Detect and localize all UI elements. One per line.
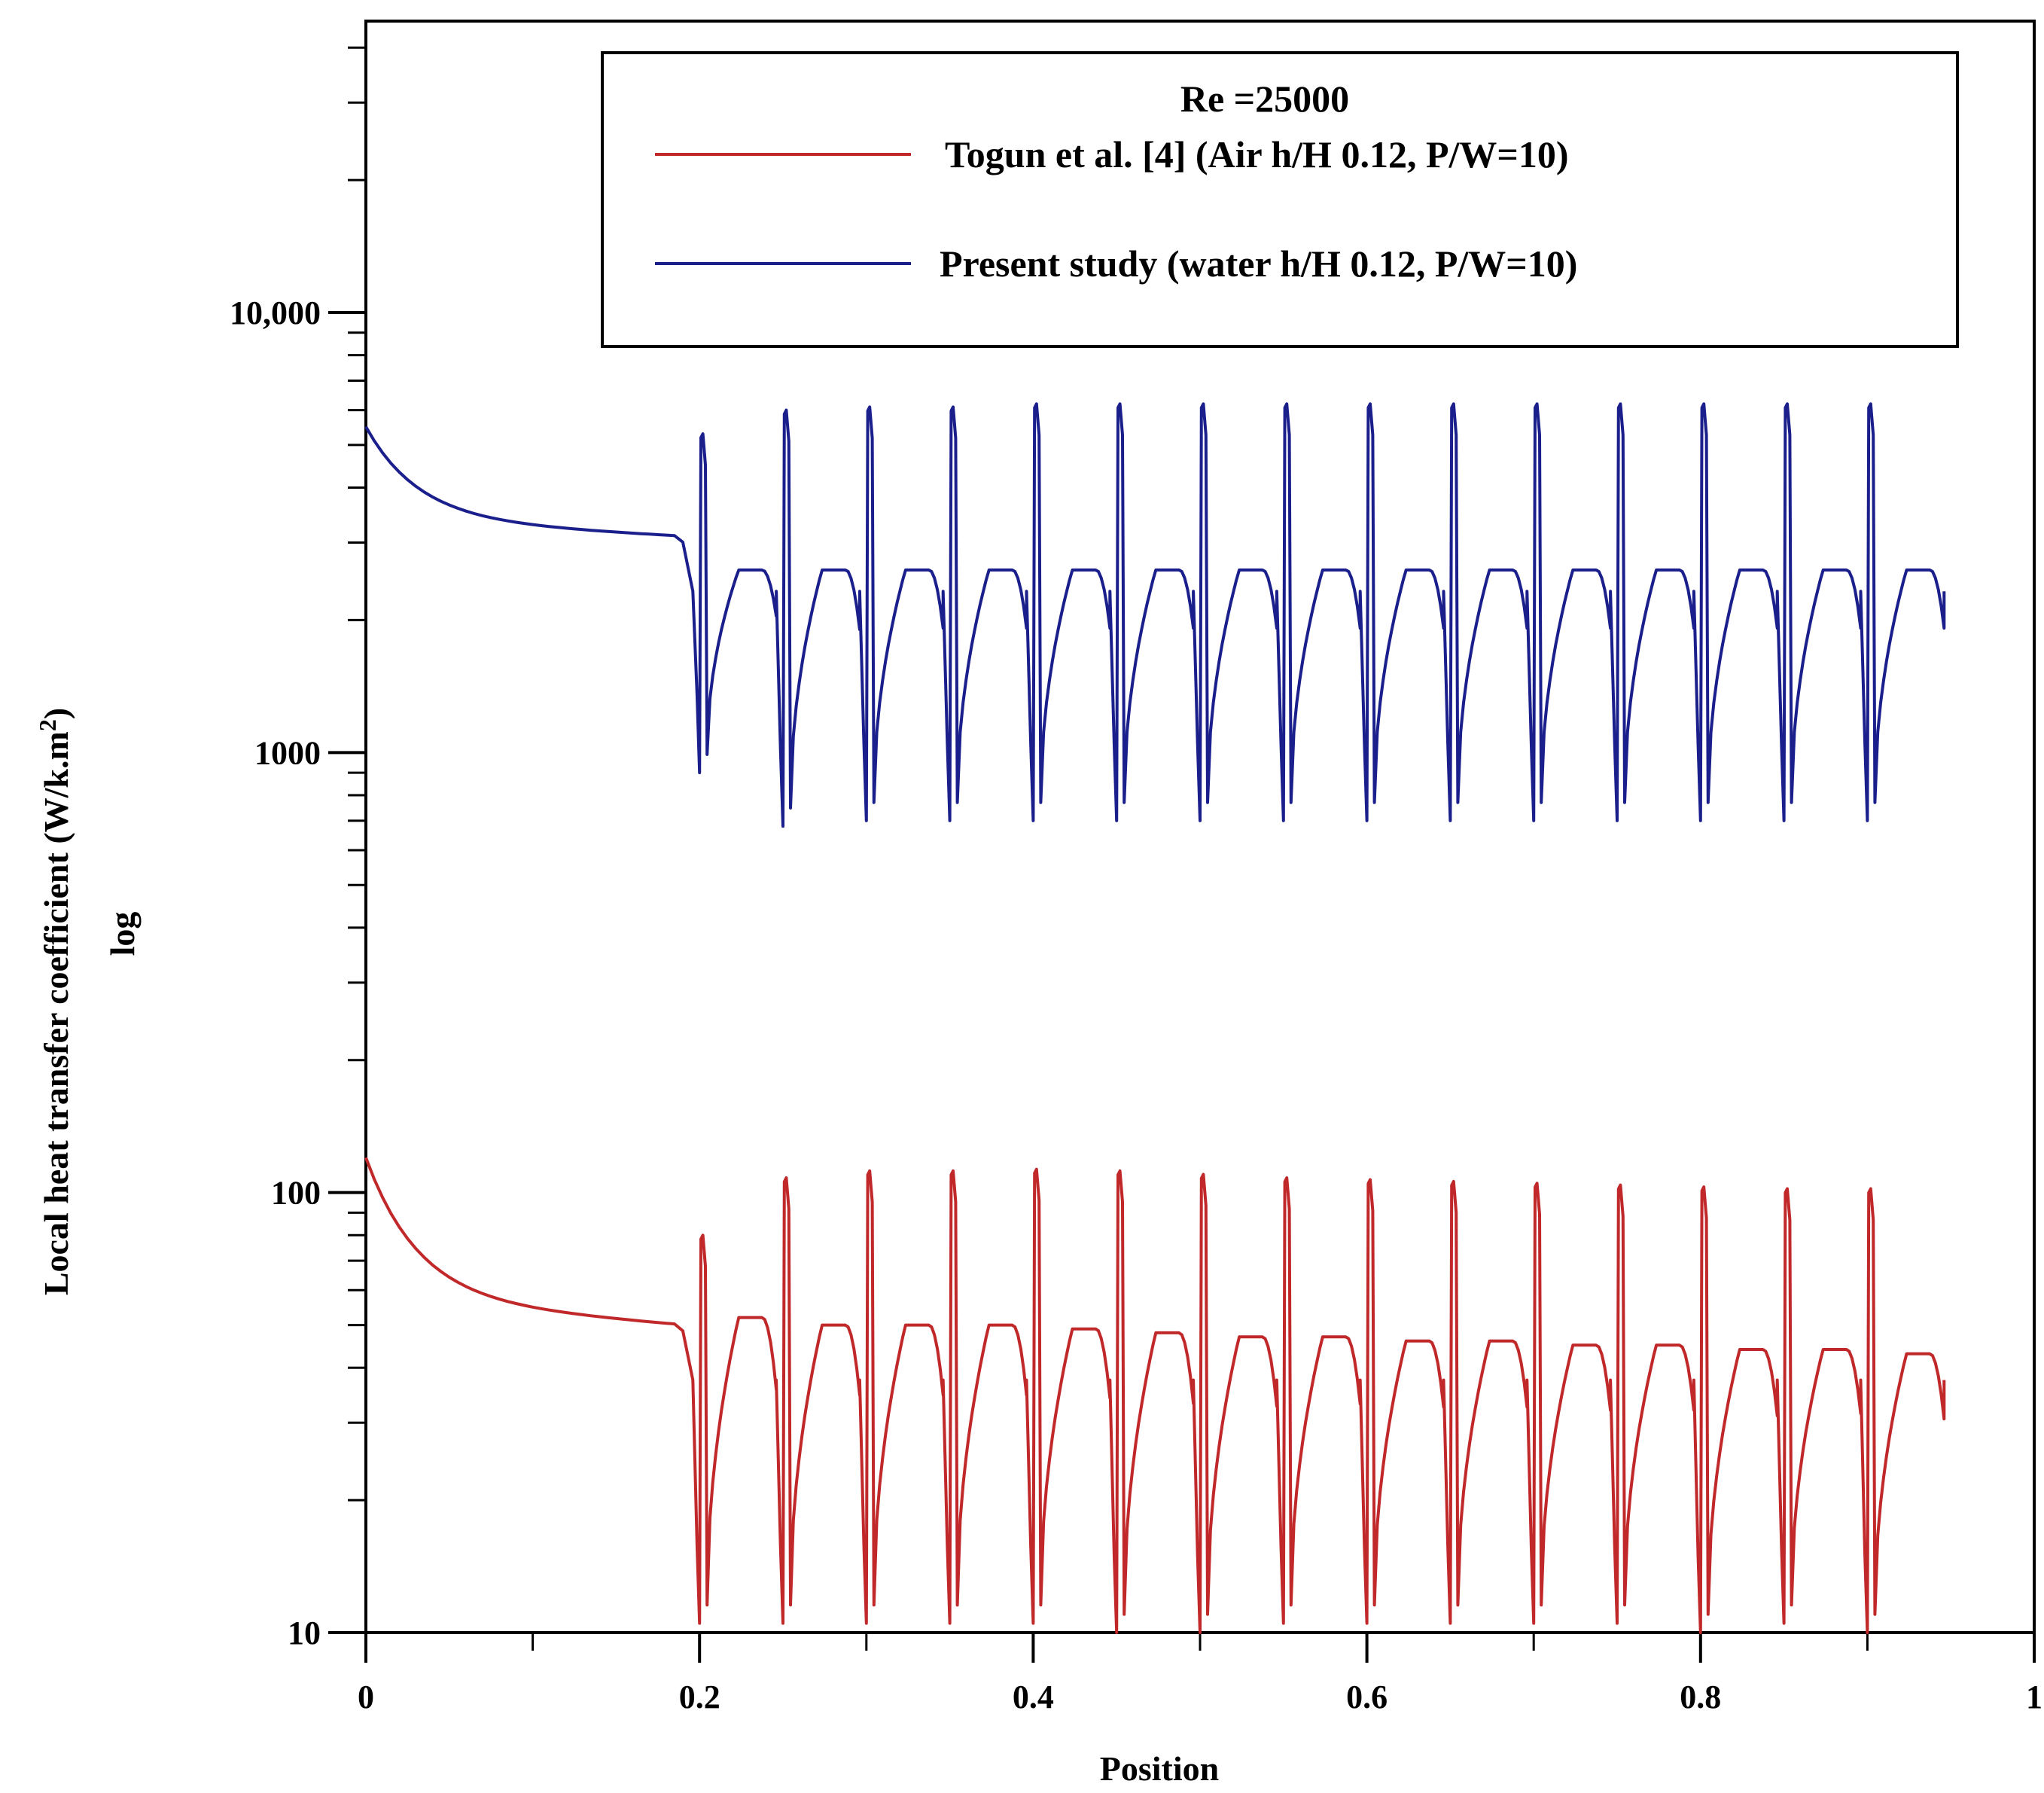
y-tick-label: 10,000 <box>230 294 321 331</box>
x-tick-label: 0.2 <box>679 1679 720 1715</box>
x-tick-label: 0.8 <box>1680 1679 1721 1715</box>
y-tick-label: 1000 <box>254 734 321 771</box>
legend-label-togun: Togun et al. [4] (Air h/H 0.12, P/W=10) <box>945 133 1569 175</box>
series-line-1 <box>364 402 1946 828</box>
legend-label-present: Present study (water h/H 0.12, P/W=10) <box>940 242 1577 285</box>
series-line-0 <box>364 1157 1946 1634</box>
legend-box <box>601 51 1959 348</box>
x-tick-label: 0 <box>358 1679 374 1715</box>
y-axis-title-line2: log <box>103 912 142 956</box>
x-axis-title: Position <box>1100 1749 1219 1788</box>
x-tick-label: 1 <box>2026 1679 2042 1715</box>
y-tick-label: 100 <box>271 1175 321 1212</box>
x-tick-label: 0.6 <box>1346 1679 1388 1715</box>
y-axis-title: Local heat transfer coefficient (W/k.m2) <box>34 708 75 1295</box>
y-axis-title-line1: Local heat transfer coefficient (W/k.m2) <box>34 708 75 1295</box>
axis-layer: 10 100 1000 10,000 0 0.2 0.4 0.6 0.8 1 <box>230 46 2042 1715</box>
legend: Re =25000 Togun et al. [4] (Air h/H 0.12… <box>601 51 1959 348</box>
legend-title: Re =25000 <box>1180 78 1349 120</box>
x-tick-label: 0.4 <box>1013 1679 1054 1715</box>
series-layer <box>364 402 1946 1634</box>
y-tick-label: 10 <box>288 1615 321 1651</box>
